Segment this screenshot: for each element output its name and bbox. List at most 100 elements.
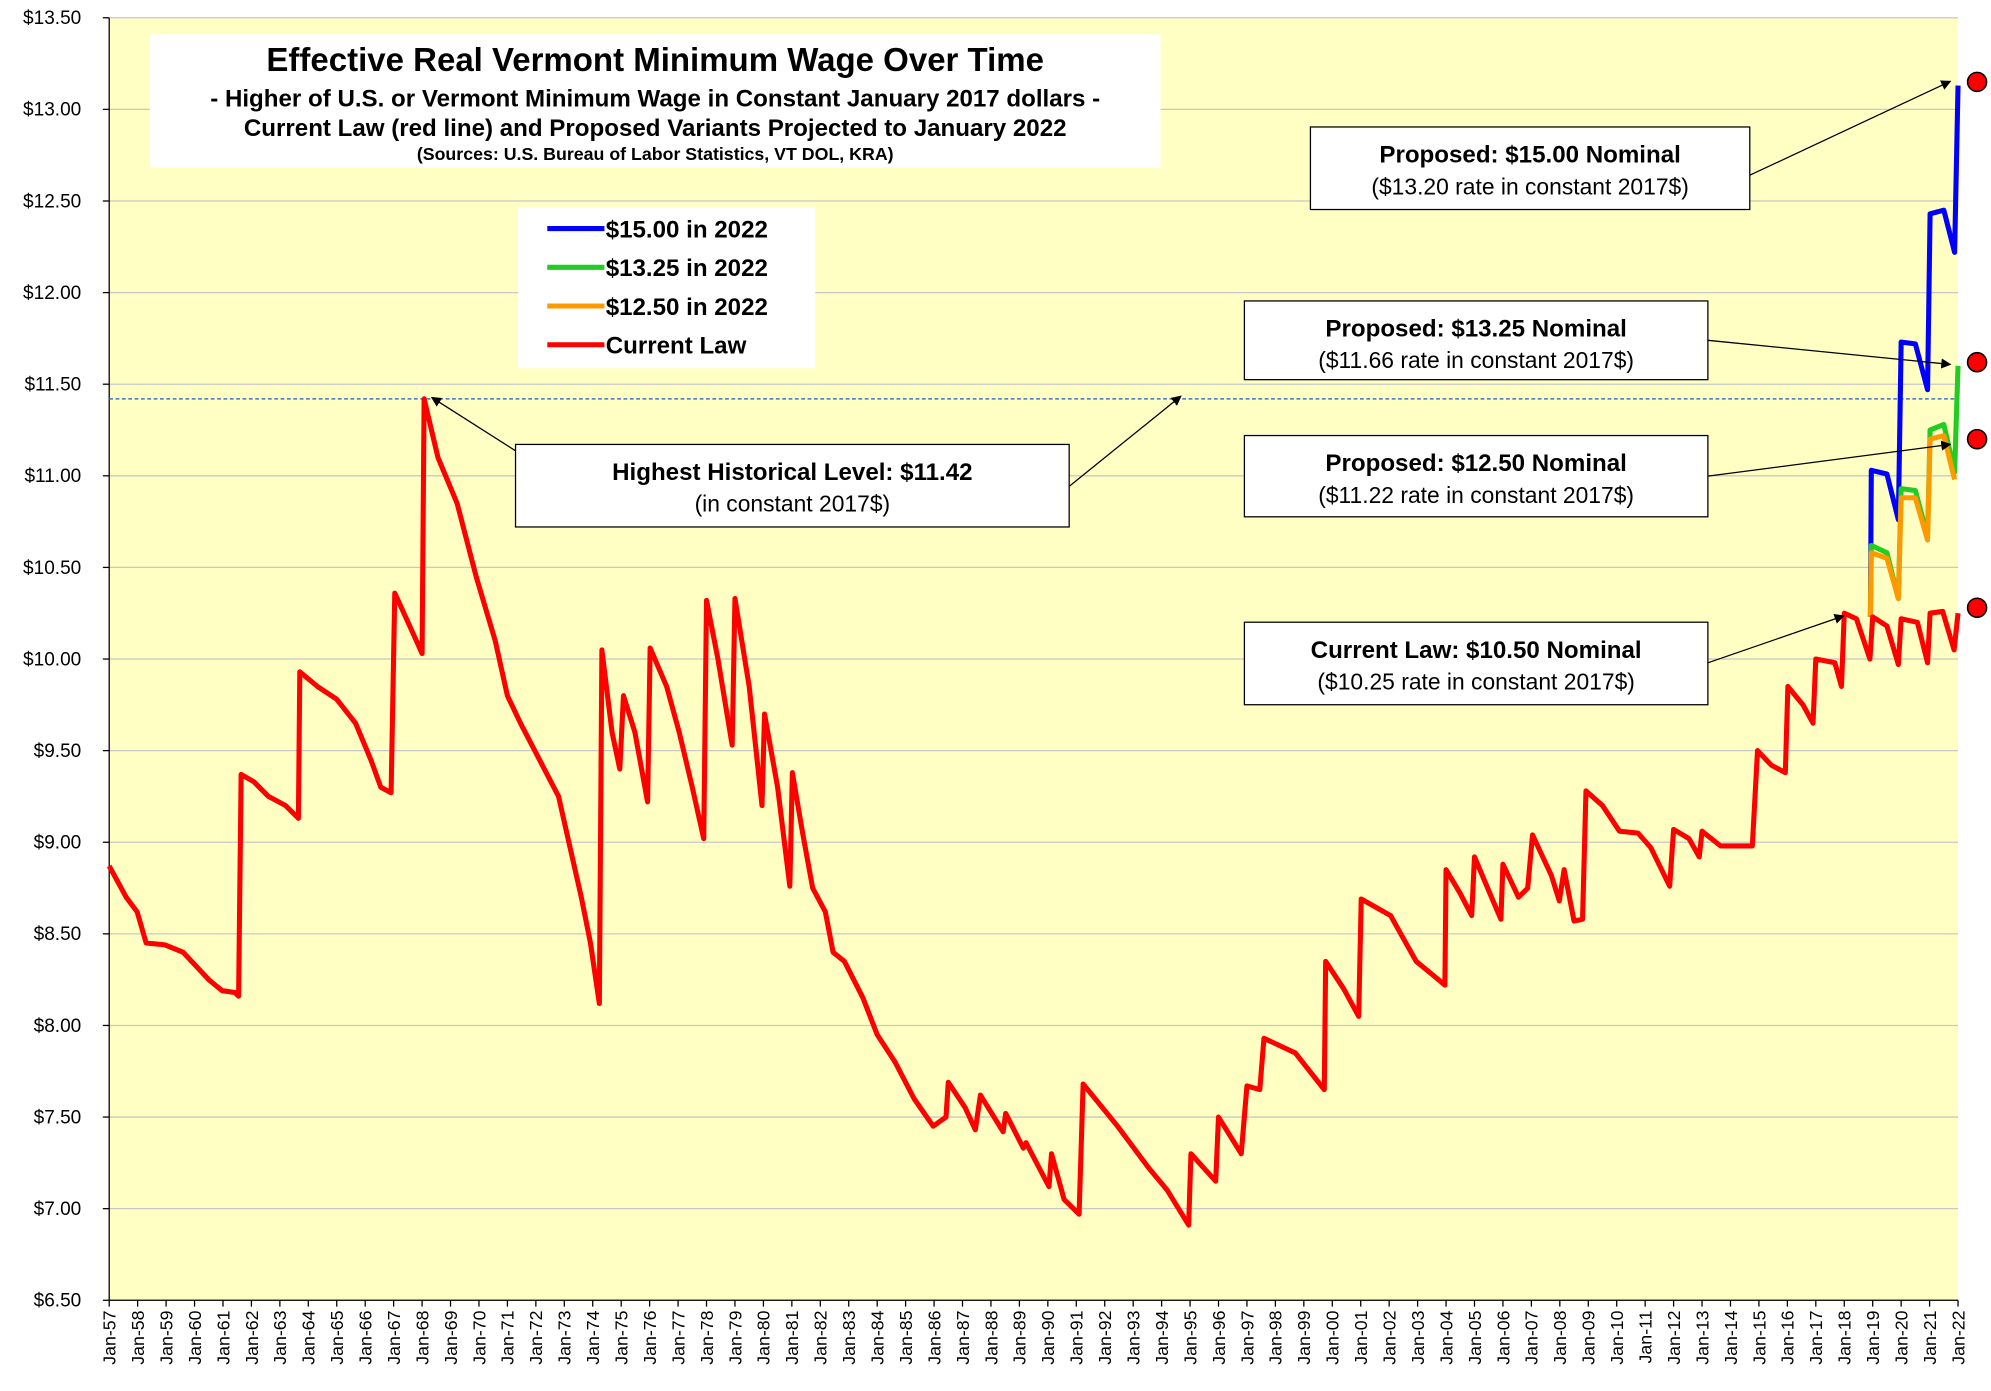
x-tick-label: Jan-71 [498,1310,518,1364]
x-tick-label: Jan-76 [640,1310,660,1364]
title-box [149,34,1161,168]
annotation-arrow [1707,440,1952,477]
annotation-arrow [430,396,516,452]
x-tick-label: Jan-78 [697,1310,717,1364]
y-tick-label: $10.00 [23,649,81,670]
annotation-box [1243,300,1709,381]
x-tick-label: Jan-65 [327,1310,347,1364]
legend-label: $15.00 in 2022 [606,216,768,243]
series-line [106,396,1961,1228]
x-tick-label: Jan-85 [896,1310,916,1364]
x-tick-label: Jan-08 [1550,1310,1570,1364]
plot-root: $6.50 $7.00 $7.50 $8.00 $8.50 $9.00 $9.50 $10.0… [23,8,1988,1365]
annotation-title: Proposed: $13.25 Nominal [1325,315,1626,342]
y-tick-label: $12.50 [23,191,81,212]
x-tick-label: Jan-06 [1493,1310,1513,1364]
x-tick-label: Jan-69 [441,1310,461,1364]
annotation-arrow [1749,80,1952,176]
x-tick-label: Jan-15 [1749,1310,1769,1364]
x-tick-label: Jan-79 [725,1310,745,1364]
x-tick-label: Jan-03 [1408,1310,1428,1364]
x-tick-label: Jan-12 [1664,1310,1684,1364]
annotation-title: Highest Historical Level: $11.42 [612,459,972,486]
end-marker [1966,71,1988,93]
chart-source: (Sources: U.S. Bureau of Labor Statistic… [417,144,894,164]
x-tick-label: Jan-05 [1465,1310,1485,1364]
annotation-text: ($13.20 rate in constant 2017$) [1371,173,1689,199]
x-tick-label: Jan-99 [1294,1310,1314,1364]
x-tick-label: Jan-74 [583,1310,603,1364]
y-tick-label: $10.50 [23,558,81,579]
x-tick-label: Jan-72 [526,1310,546,1364]
annotation-title: Proposed: $15.00 Nominal [1379,142,1680,169]
legend-label: $13.25 in 2022 [606,255,768,282]
y-tick-label: $8.50 [34,924,82,945]
x-tick-label: Jan-93 [1124,1310,1144,1364]
annotation-title: Current Law: $10.50 Nominal [1311,637,1642,664]
y-tick-label: $12.00 [23,283,81,304]
legend-label: Current Law [606,333,747,360]
series-line [1867,433,1958,617]
x-tick-label: Jan-68 [412,1310,432,1364]
x-tick-label: Jan-87 [953,1310,973,1364]
x-tick-label: Jan-97 [1237,1310,1257,1364]
x-tick-label: Jan-81 [782,1310,802,1364]
x-tick-label: Jan-61 [213,1310,233,1364]
annotation-arrow [1707,614,1845,664]
x-tick-label: Jan-20 [1891,1310,1911,1364]
x-tick-label: Jan-13 [1692,1310,1712,1364]
x-tick-label: Jan-01 [1351,1310,1371,1364]
annotation-text: ($11.66 rate in constant 2017$) [1318,347,1634,373]
annotation-box [1243,434,1709,518]
x-tick-label: Jan-83 [839,1310,859,1364]
annotation-title: Proposed: $12.50 Nominal [1325,450,1626,477]
annotation-arrow [1707,339,1952,369]
annotation-text: (in constant 2017$) [695,491,891,517]
series-line [1867,85,1961,617]
y-tick-label: $13.50 [23,8,81,29]
x-tick-label: Jan-14 [1721,1310,1741,1364]
x-tick-label: Jan-94 [1152,1310,1172,1364]
x-tick-label: Jan-60 [185,1310,205,1364]
x-tick-label: Jan-77 [668,1310,688,1364]
x-tick-label: Jan-88 [981,1310,1001,1364]
x-tick-label: Jan-82 [811,1310,831,1364]
annotation-box [1243,621,1709,706]
x-tick-label: Jan-17 [1806,1310,1826,1364]
y-tick-label: $11.00 [24,466,81,487]
legend-box [518,206,816,369]
x-tick-label: Jan-96 [1209,1310,1229,1364]
x-tick-label: Jan-66 [356,1310,376,1364]
annotation-text: ($10.25 rate in constant 2017$) [1317,669,1635,695]
end-marker [1966,351,1988,373]
x-tick-label: Jan-89 [1010,1310,1030,1364]
x-tick-label: Jan-63 [270,1310,290,1364]
y-tick-label: $7.00 [34,1199,82,1220]
x-tick-label: Jan-91 [1067,1310,1087,1364]
x-tick-label: Jan-10 [1607,1310,1627,1364]
x-tick-label: Jan-92 [1095,1310,1115,1364]
chart-subtitle: Current Law (red line) and Proposed Vari… [244,115,1067,142]
x-tick-label: Jan-16 [1778,1310,1798,1364]
x-tick-label: Jan-90 [1038,1310,1058,1364]
x-tick-label: Jan-11 [1636,1310,1656,1363]
end-marker [1966,428,1988,450]
annotation-box [1309,126,1751,211]
x-tick-label: Jan-98 [1266,1310,1286,1364]
y-tick-label: $9.50 [34,741,82,762]
x-tick-label: Jan-95 [1180,1310,1200,1364]
x-tick-label: Jan-80 [754,1310,774,1364]
x-tick-label: Jan-64 [299,1310,319,1364]
x-tick-label: Jan-62 [242,1310,262,1364]
x-tick-label: Jan-84 [868,1310,888,1364]
y-tick-label: $11.50 [24,375,81,396]
x-tick-label: Jan-73 [555,1310,575,1364]
x-tick-label: Jan-21 [1920,1310,1940,1364]
x-tick-label: Jan-86 [924,1310,944,1364]
x-tick-label: Jan-09 [1579,1310,1599,1364]
x-tick-label: Jan-00 [1323,1310,1343,1364]
x-tick-label: Jan-70 [469,1310,489,1364]
chart-subtitle: - Higher of U.S. or Vermont Minimum Wage… [210,86,1100,113]
y-tick-label: $8.00 [34,1016,82,1037]
